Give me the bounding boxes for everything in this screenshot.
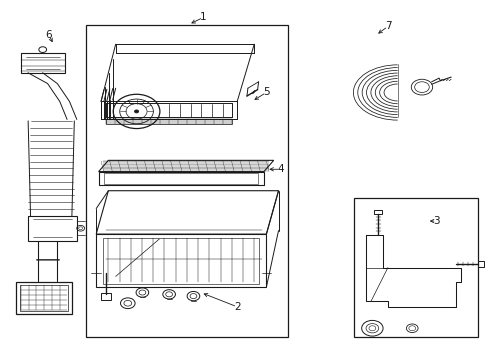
- Text: 2: 2: [233, 302, 240, 312]
- Text: 4: 4: [277, 164, 284, 174]
- Bar: [373, 210, 381, 214]
- Text: 6: 6: [46, 30, 52, 40]
- Bar: [20, 285, 68, 311]
- Bar: [16, 282, 72, 314]
- Bar: [101, 293, 111, 300]
- Bar: [103, 238, 259, 284]
- Bar: [28, 216, 77, 241]
- Text: 3: 3: [432, 216, 439, 226]
- Text: 5: 5: [263, 87, 269, 98]
- Text: 1: 1: [200, 13, 206, 22]
- Bar: [477, 261, 483, 267]
- Bar: [21, 53, 64, 73]
- Bar: [353, 198, 477, 337]
- Text: 7: 7: [384, 21, 390, 31]
- Bar: [106, 118, 232, 123]
- Bar: [99, 172, 264, 185]
- Bar: [104, 174, 258, 184]
- Bar: [96, 234, 266, 287]
- Circle shape: [134, 110, 138, 113]
- Bar: [86, 24, 287, 337]
